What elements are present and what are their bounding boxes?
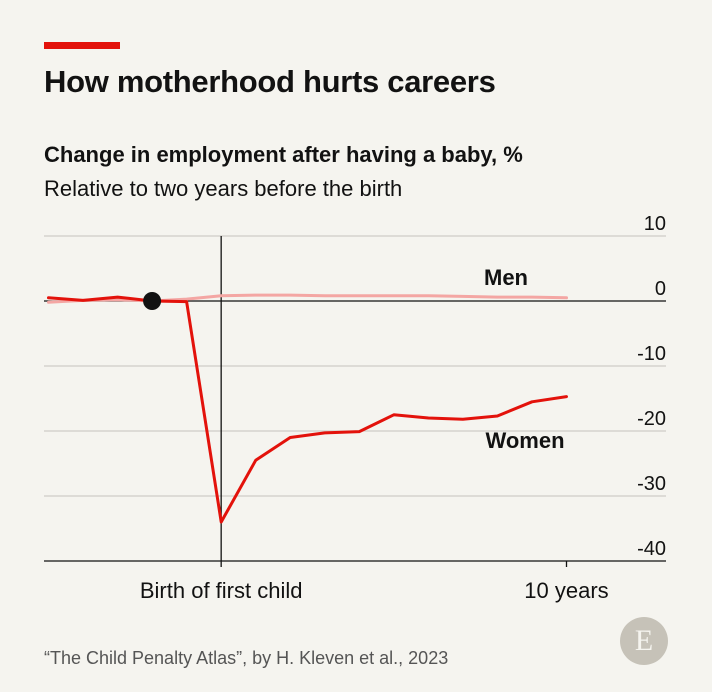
source-note: “The Child Penalty Atlas”, by H. Kleven … <box>44 648 449 668</box>
y-tick-label: -10 <box>637 343 666 365</box>
series-line-women <box>47 295 568 524</box>
x-label-10-years: 10 years <box>524 578 608 603</box>
line-chart: 10 0 -10 -20 -30 -40 Birth of first child 10 y… <box>44 213 666 603</box>
series-lines <box>47 292 568 524</box>
reference-point-dot <box>143 292 162 310</box>
x-label-birth: Birth of first child <box>140 578 303 603</box>
series-label-men: Men <box>484 265 528 290</box>
axes: Birth of first child 10 years <box>44 236 666 603</box>
y-tick-label: -40 <box>637 538 666 560</box>
chart-subtitle: Change in employment after having a baby… <box>44 142 523 167</box>
chart-title: How motherhood hurts careers <box>44 64 496 99</box>
y-tick-label: 0 <box>655 278 666 300</box>
series-label-women: Women <box>485 428 564 453</box>
y-tick-label: -30 <box>637 473 666 495</box>
y-tick-labels: 10 0 -10 -20 -30 -40 <box>637 213 666 560</box>
y-tick-label: -20 <box>637 408 666 430</box>
economist-logo: E <box>620 617 668 665</box>
accent-bar <box>44 42 120 49</box>
gridlines <box>44 235 666 497</box>
chart-subtitle-secondary: Relative to two years before the birth <box>44 176 403 201</box>
y-tick-label: 10 <box>644 213 666 235</box>
series-labels: Men Women <box>484 265 565 453</box>
